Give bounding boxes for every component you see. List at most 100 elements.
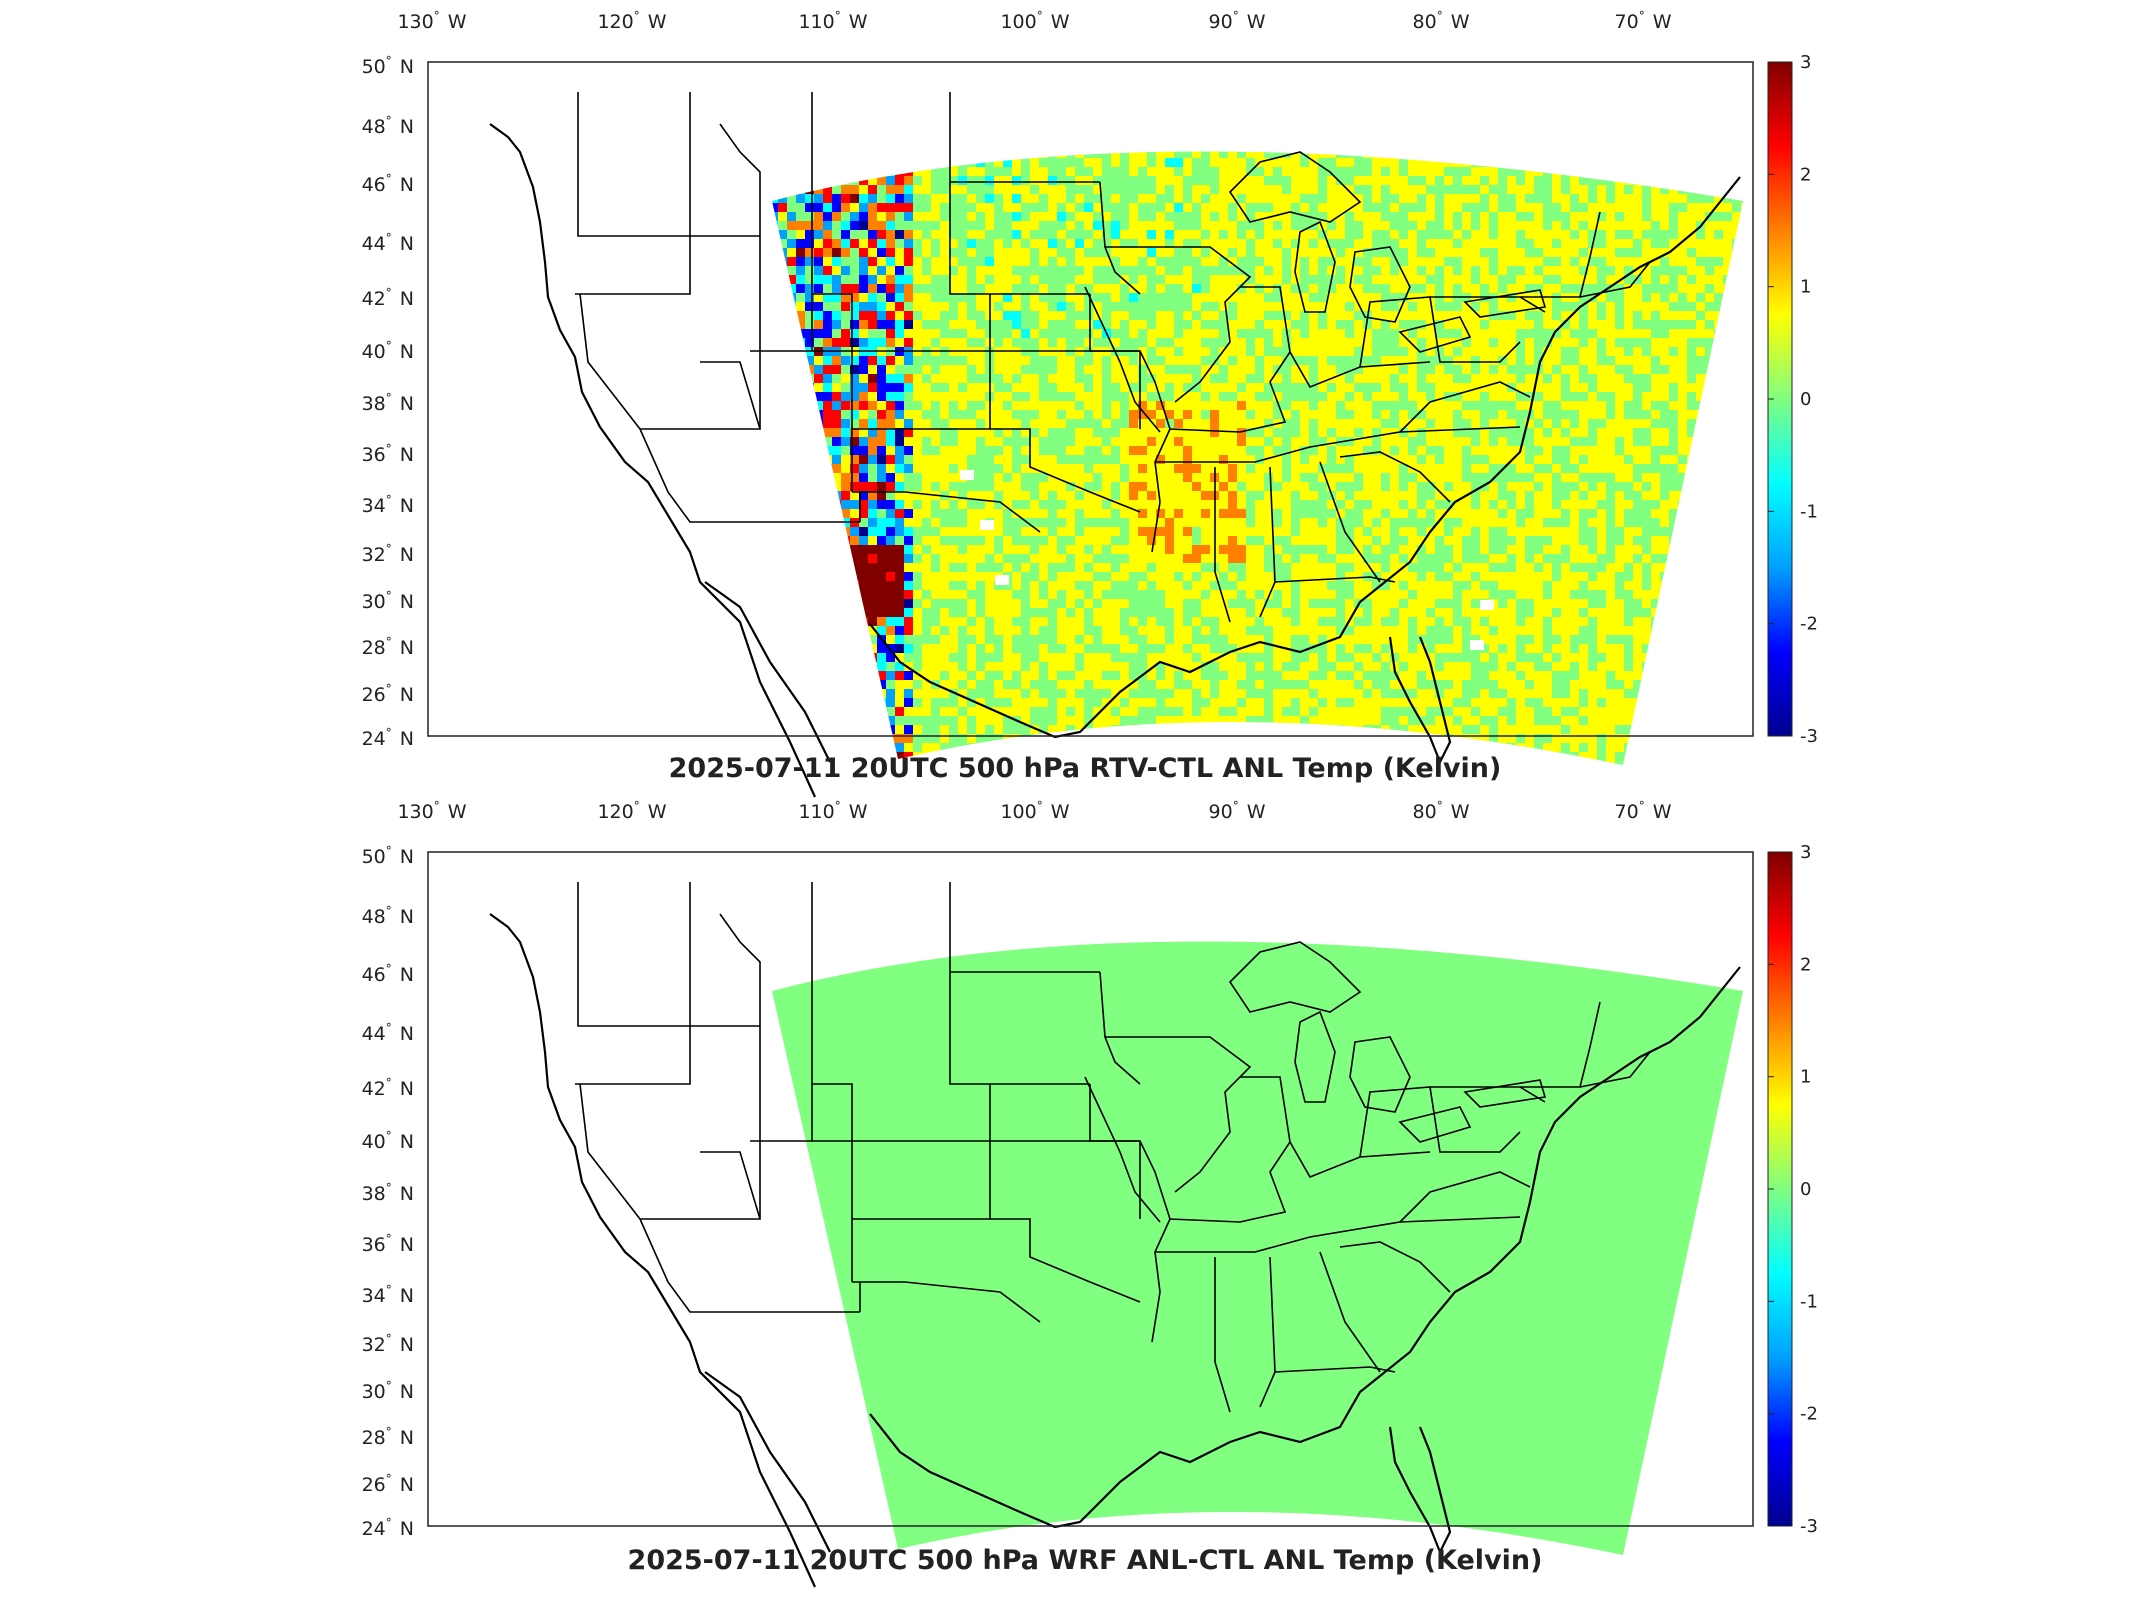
- lat-tick-hemisphere: N: [400, 174, 414, 196]
- lat-tick-label: 48° N: [362, 114, 414, 138]
- lat-tick-hemisphere: N: [400, 1023, 414, 1045]
- lat-tick-value: 32: [362, 544, 386, 566]
- lat-tick-label: 24° N: [362, 726, 414, 750]
- state-border: [852, 1281, 1041, 1323]
- degree-symbol: °: [386, 442, 392, 456]
- state-border: [1520, 211, 1601, 298]
- degree-symbol: °: [386, 1283, 392, 1297]
- panel-title-bottom: 2025-07-11 20UTC 500 hPa WRF ANL-CTL ANL…: [628, 1545, 1543, 1576]
- state-border: [700, 361, 761, 430]
- lat-tick-label: 42° N: [362, 286, 414, 310]
- state-border: [990, 1140, 1241, 1223]
- lon-tick-value: 80: [1413, 11, 1437, 33]
- lat-tick-label: 32° N: [362, 1332, 414, 1356]
- state-border: [990, 350, 1241, 433]
- state-border: [1240, 1076, 1431, 1179]
- coastline: [704, 581, 831, 763]
- lat-tick-label: 46° N: [362, 172, 414, 196]
- degree-symbol: °: [386, 231, 392, 245]
- lat-tick-hemisphere: N: [400, 1078, 414, 1100]
- lat-tick-value: 26: [362, 684, 386, 706]
- lon-tick-hemisphere: W: [648, 11, 667, 33]
- state-border: [579, 293, 641, 430]
- state-border: [1319, 1251, 1381, 1373]
- state-border: [1579, 1051, 1651, 1088]
- lat-tick-value: 36: [362, 1234, 386, 1256]
- lat-tick-label: 36° N: [362, 1232, 414, 1256]
- degree-symbol: °: [1437, 799, 1443, 813]
- coastline: [489, 913, 817, 1588]
- lat-tick-label: 30° N: [362, 1379, 414, 1403]
- coastline: [704, 1371, 831, 1553]
- lon-tick-hemisphere: W: [1051, 801, 1070, 823]
- state-border: [577, 92, 760, 237]
- state-border: [700, 1151, 761, 1220]
- state-border: [1239, 1141, 1291, 1223]
- lat-tick-value: 50: [362, 56, 386, 78]
- lon-tick-value: 90: [1209, 801, 1233, 823]
- lat-tick-value: 30: [362, 591, 386, 613]
- lat-tick-hemisphere: N: [400, 1427, 414, 1449]
- lat-tick-label: 42° N: [362, 1076, 414, 1100]
- lat-tick-label: 50° N: [362, 844, 414, 868]
- great-lake-outline: [1228, 151, 1362, 223]
- lon-tick-label: 110° W: [798, 9, 867, 33]
- coastline: [1388, 636, 1452, 765]
- state-border: [1151, 428, 1171, 553]
- state-border: [1155, 426, 1521, 463]
- colorbar-tick-label: 1: [1800, 1067, 1811, 1088]
- lat-tick-hemisphere: N: [400, 116, 414, 138]
- colorbar-top: 3 2 1 0 -1 -2 -3: [1767, 52, 1818, 747]
- degree-symbol: °: [386, 844, 392, 858]
- colorbar-tick-label: 3: [1800, 842, 1811, 863]
- degree-symbol: °: [386, 1129, 392, 1143]
- degree-symbol: °: [1639, 799, 1645, 813]
- degree-symbol: °: [835, 9, 841, 23]
- lon-tick-label: 70° W: [1615, 799, 1672, 823]
- colorbar-tick-label: -2: [1800, 614, 1818, 635]
- lat-tick-label: 44° N: [362, 231, 414, 255]
- great-lake-outline: [1349, 246, 1411, 323]
- lon-tick-value: 100: [1000, 801, 1036, 823]
- great-lake-outline: [1228, 941, 1362, 1013]
- state-border: [1151, 1218, 1171, 1343]
- lat-tick-value: 30: [362, 1381, 386, 1403]
- state-border: [1399, 1171, 1531, 1223]
- lon-tick-value: 100: [1000, 11, 1036, 33]
- colorbar-tick-label: -2: [1800, 1404, 1818, 1425]
- state-border: [1520, 1001, 1601, 1088]
- lat-tick-hemisphere: N: [400, 544, 414, 566]
- lat-tick-label: 24° N: [362, 1516, 414, 1540]
- state-border: [1155, 1216, 1521, 1253]
- state-border: [1105, 246, 1252, 403]
- state-border: [1339, 1241, 1451, 1293]
- lon-tick-value: 80: [1413, 801, 1437, 823]
- state-border: [577, 882, 760, 1027]
- lat-tick-hemisphere: N: [400, 288, 414, 310]
- lat-tick-hemisphere: N: [400, 1334, 414, 1356]
- state-border: [1105, 1036, 1252, 1193]
- lon-tick-label: 120° W: [597, 799, 666, 823]
- lat-tick-value: 24: [362, 1518, 386, 1540]
- degree-symbol: °: [386, 682, 392, 696]
- state-border: [949, 972, 1090, 1085]
- state-border: [639, 428, 860, 523]
- lon-tick-label: 80° W: [1413, 799, 1470, 823]
- lat-tick-value: 44: [362, 1023, 386, 1045]
- lat-tick-label: 28° N: [362, 1425, 414, 1449]
- lon-tick-label: 90° W: [1209, 799, 1266, 823]
- lat-tick-label: 40° N: [362, 1129, 414, 1153]
- lat-tick-label: 26° N: [362, 682, 414, 706]
- zero-difference-field: [772, 941, 1743, 1555]
- great-lake-outline: [1294, 220, 1336, 313]
- lat-tick-value: 40: [362, 341, 386, 363]
- lon-tick-hemisphere: W: [849, 801, 868, 823]
- lat-tick-value: 34: [362, 1285, 386, 1307]
- degree-symbol: °: [386, 172, 392, 186]
- lat-tick-value: 34: [362, 495, 386, 517]
- great-lake-outline: [1294, 1010, 1336, 1103]
- lon-tick-label: 130° W: [397, 799, 466, 823]
- lon-tick-hemisphere: W: [1051, 11, 1070, 33]
- lon-tick-label: 130° W: [397, 9, 466, 33]
